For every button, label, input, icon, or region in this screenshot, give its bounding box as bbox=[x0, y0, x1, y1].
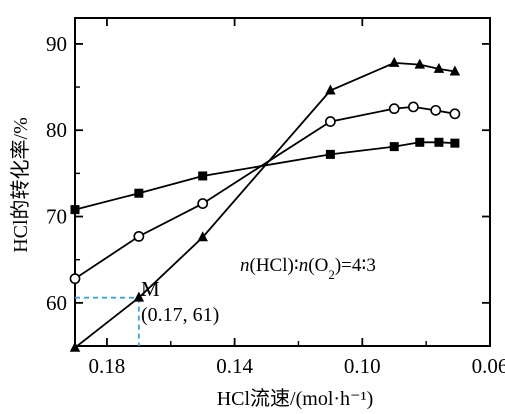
series-layer bbox=[69, 56, 461, 352]
square-marker bbox=[70, 205, 80, 215]
plot-area bbox=[74, 17, 491, 347]
series-circle bbox=[69, 101, 461, 285]
square-marker bbox=[434, 137, 444, 147]
ratio-annotation: n(HCl)∶n(O2)=4∶3 bbox=[240, 255, 376, 282]
square-marker bbox=[389, 142, 399, 152]
y-tick-label: 90 bbox=[46, 32, 67, 56]
y-axis-label: HCl的转化率/% bbox=[9, 117, 32, 253]
series-line-square bbox=[74, 141, 455, 211]
x-tick-label: 0.10 bbox=[344, 354, 381, 378]
circle-marker bbox=[197, 198, 209, 209]
y-tick-label: 80 bbox=[46, 118, 67, 142]
triangle-marker bbox=[197, 231, 208, 242]
point-m-coords: (0.17, 61) bbox=[141, 304, 219, 326]
x-axis-label: HCl流速/(mol·h⁻¹) bbox=[217, 387, 374, 410]
ratio-annotation-part: 2 bbox=[328, 267, 335, 282]
series-triangle bbox=[69, 56, 461, 352]
series-line-circle bbox=[74, 105, 456, 280]
ratio-annotation-part: (HCl)∶ bbox=[250, 255, 299, 276]
x-axis: 0.18 0.14 0.10 0.06 bbox=[89, 18, 505, 378]
series-square bbox=[70, 137, 460, 215]
x-tick-label: 0.14 bbox=[216, 354, 253, 378]
x-tick-label: 0.18 bbox=[89, 354, 126, 378]
square-marker bbox=[325, 149, 335, 159]
y-tick-label: 70 bbox=[46, 205, 67, 229]
circle-marker bbox=[69, 273, 81, 285]
triangle-marker bbox=[449, 65, 461, 76]
ratio-annotation-part: )=4∶3 bbox=[335, 255, 376, 276]
square-marker bbox=[198, 171, 208, 181]
point-m-guides bbox=[75, 296, 140, 346]
circle-marker bbox=[449, 108, 461, 120]
square-marker bbox=[134, 188, 144, 198]
series-line-triangle bbox=[74, 61, 456, 349]
triangle-marker bbox=[325, 84, 336, 95]
circle-marker bbox=[324, 116, 336, 127]
y-axis: 60 70 80 90 bbox=[46, 32, 490, 315]
circle-marker bbox=[407, 101, 419, 113]
ratio-annotation-part: (O bbox=[308, 255, 328, 276]
ratio-annotation-part: n bbox=[299, 255, 309, 276]
y-tick-label: 60 bbox=[46, 291, 67, 315]
circle-marker bbox=[388, 103, 400, 115]
circle-marker bbox=[430, 104, 442, 116]
triangle-marker bbox=[388, 56, 400, 67]
triangle-marker bbox=[69, 341, 81, 352]
square-marker bbox=[415, 137, 425, 147]
square-marker bbox=[450, 138, 460, 148]
circle-marker bbox=[133, 230, 145, 242]
x-tick-label: 0.06 bbox=[472, 354, 505, 378]
point-m-label: M bbox=[141, 277, 160, 301]
triangle-marker bbox=[433, 62, 445, 73]
ratio-annotation-part: n bbox=[240, 255, 250, 276]
triangle-marker bbox=[414, 58, 426, 69]
triangle-marker bbox=[133, 291, 145, 302]
plot-frame bbox=[74, 17, 491, 347]
